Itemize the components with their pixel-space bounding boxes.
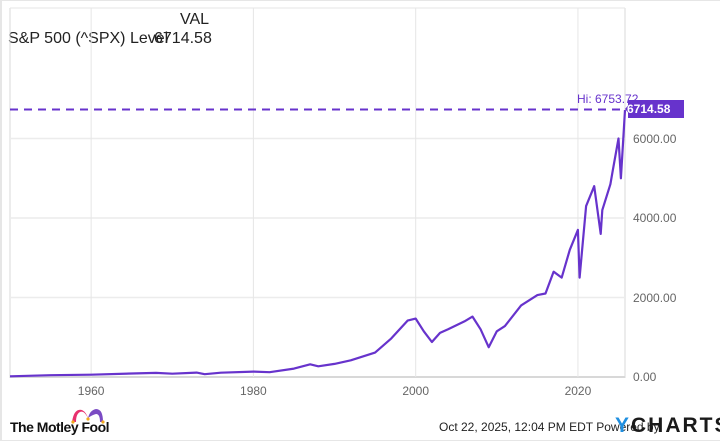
powered-by-text: Powered by: [596, 420, 660, 434]
legend-series-value: 6714.58: [154, 30, 212, 47]
legend-series-name: S&P 500 (^SPX) Level: [8, 30, 169, 47]
series-line[interactable]: [9, 110, 627, 378]
y-tick-label: 2000.00: [633, 290, 677, 305]
x-tick-label: 2020: [564, 384, 592, 398]
legend-header: VAL: [180, 11, 210, 28]
footer-timestamp: Oct 22, 2025, 12:04 PM EDT Powered by: [439, 420, 660, 434]
last-value-text: 6714.58: [627, 102, 671, 116]
ycharts-wordmark: CHARTS: [631, 414, 720, 437]
ycharts-logo[interactable]: YCHARTS: [615, 414, 720, 438]
x-tick-label: 1960: [77, 384, 105, 398]
ycharts-y-glyph: Y: [615, 414, 632, 437]
timestamp-text: Oct 22, 2025, 12:04 PM EDT: [439, 420, 593, 434]
jester-hat-logo-icon: [71, 409, 105, 424]
motley-fool-logo-text: The Motley Fool: [10, 419, 110, 435]
x-tick-label: 1980: [240, 384, 267, 398]
x-tick-label: 2000: [402, 384, 430, 398]
y-tick-label: 4000.00: [633, 211, 677, 225]
y-tick-label: 0.00: [633, 370, 657, 384]
hi-label: Hi: 6753.72: [577, 92, 639, 106]
y-tick-label: 6000.00: [633, 131, 677, 146]
last-value-badge: 6714.58: [627, 100, 684, 118]
gridlines: [10, 8, 625, 378]
plot-area: [9, 7, 626, 378]
